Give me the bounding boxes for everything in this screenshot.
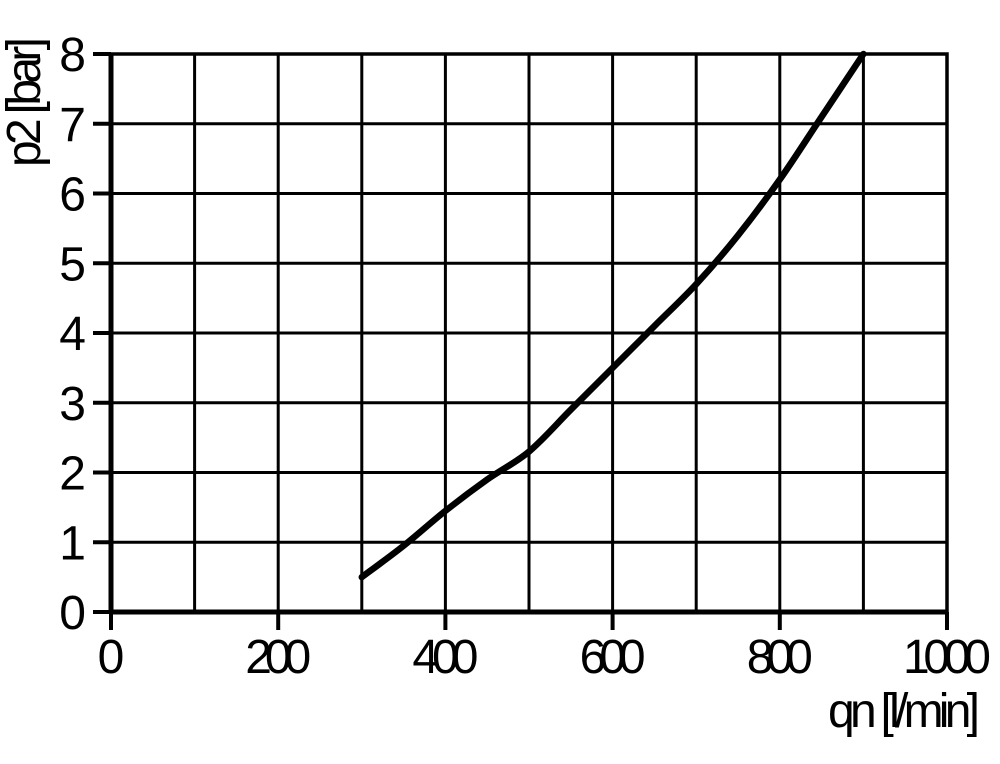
y-tick-label: 5	[59, 238, 86, 291]
x-tick-label: 600	[580, 631, 646, 684]
y-tick-label: 8	[59, 29, 86, 82]
y-tick-label: 2	[59, 448, 86, 501]
x-tick-label: 1000	[903, 631, 991, 684]
x-tick-label: 400	[412, 631, 478, 684]
x-tick-labels: 0 200 400 600 800 1000	[98, 631, 991, 684]
y-tick-label: 7	[59, 99, 86, 152]
x-axis-label: qn [l/min]	[828, 685, 980, 738]
x-tick-label: 0	[98, 631, 125, 684]
y-tick-label: 6	[59, 169, 86, 222]
flow-curve-line	[358, 50, 867, 581]
y-tick-label: 1	[59, 517, 86, 570]
y-axis-label: p2 [bar]	[0, 37, 51, 167]
grid-lines	[109, 52, 949, 614]
y-tick-label: 4	[59, 308, 86, 361]
y-tick-label: 3	[59, 378, 86, 431]
y-tick-label: 0	[59, 587, 86, 640]
y-tick-labels: 0 1 2 3 4 5 6 7 8	[59, 29, 86, 640]
x-tick-label: 800	[747, 631, 813, 684]
x-tick-label: 200	[245, 631, 311, 684]
tick-marks	[93, 52, 949, 630]
